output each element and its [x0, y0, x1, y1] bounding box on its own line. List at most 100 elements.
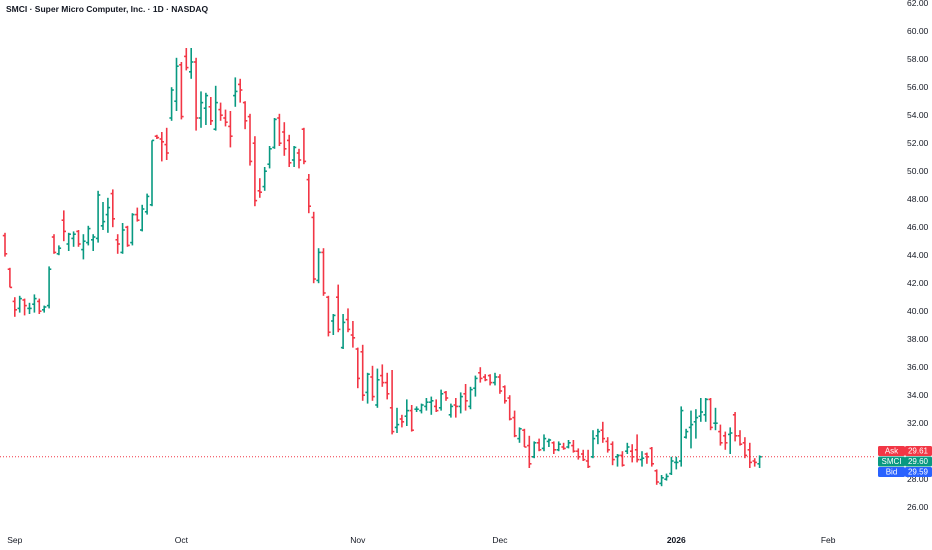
ohlc-bar [105, 197, 111, 233]
y-tick-label: 26.00 [907, 502, 929, 512]
y-tick-label: 54.00 [907, 110, 929, 120]
ohlc-bar [458, 392, 463, 414]
pill-value: 29.59 [908, 468, 929, 477]
ohlc-bar [399, 414, 405, 428]
ohlc-bar [233, 77, 238, 107]
price-labels: Ask 29.61 SMCI 29.60 Bid 29.59 [878, 446, 932, 477]
ohlc-bar [120, 223, 125, 254]
pill-value-bg [905, 446, 932, 456]
ohlc-bar [732, 412, 738, 442]
ohlc-bar [693, 409, 699, 439]
ohlc-bar [757, 455, 762, 468]
ohlc-bar [321, 248, 326, 296]
ohlc-bar [164, 127, 169, 160]
ohlc-bar [644, 452, 650, 464]
ohlc-bar [708, 398, 713, 431]
x-tick-label: Oct [175, 535, 189, 545]
price-axis[interactable]: 26.0028.0030.0032.0034.0036.0038.0040.00… [907, 0, 929, 512]
ohlc-bar [424, 398, 429, 411]
y-tick-label: 32.00 [907, 418, 929, 428]
y-tick-label: 48.00 [907, 194, 929, 204]
ohlc-bar [502, 385, 507, 404]
ohlc-bar [747, 442, 752, 468]
ohlc-bar [581, 449, 586, 461]
ohlc-bar [590, 430, 596, 459]
y-tick-label: 50.00 [907, 166, 929, 176]
ohlc-bar [380, 364, 385, 387]
ohlc-bar [287, 134, 292, 167]
ohlc-bar [571, 440, 576, 453]
ohlc-bar [385, 372, 390, 400]
ohlc-bar [184, 48, 189, 71]
chart-title: SMCI · Super Micro Computer, Inc. · 1D ·… [6, 4, 209, 14]
ohlc-bar [752, 458, 757, 467]
ohlc-bar [174, 57, 179, 111]
pill-value: 29.60 [908, 457, 929, 466]
ohlc-bar [532, 441, 537, 459]
ohlc-bar [179, 62, 184, 120]
ohlc-bar [189, 48, 194, 79]
x-tick-label: Nov [350, 535, 366, 545]
pill-name: SMCI [882, 457, 902, 466]
price-pill-ask: Ask 29.61 [878, 446, 932, 456]
ohlc-bar [688, 410, 694, 449]
ohlc-bar [615, 454, 620, 467]
ohlc-bar [674, 456, 679, 470]
ohlc-bar [218, 102, 223, 121]
y-tick-label: 44.00 [907, 250, 929, 260]
ohlc-bar [306, 174, 311, 214]
pill-value: 29.61 [908, 447, 929, 456]
ohlc-bar [434, 399, 439, 412]
ohlc-bar [193, 57, 199, 131]
y-tick-label: 58.00 [907, 54, 929, 64]
y-tick-label: 62.00 [907, 0, 929, 8]
ohlc-bar [683, 428, 689, 439]
ohlc-bar [198, 91, 204, 128]
pill-name-bg [878, 446, 905, 456]
ohlc-bar [556, 441, 561, 452]
ohlc-bar [649, 447, 654, 467]
ohlc-bar [375, 368, 380, 408]
ohlc-bar [135, 207, 140, 222]
ohlc-bar [360, 344, 365, 401]
ohlc-bar [634, 434, 640, 463]
ohlc-bar [742, 437, 748, 459]
ohlc-bar [492, 372, 498, 386]
ohlc-bar [438, 389, 444, 411]
ohlc-bar [463, 384, 468, 411]
ohlc-bar [355, 347, 360, 389]
ohlc-bar [497, 374, 503, 394]
y-tick-label: 36.00 [907, 362, 929, 372]
ohlc-bar [679, 406, 684, 467]
ohlc-bar [291, 146, 297, 167]
ohlc-bar [448, 403, 454, 418]
pill-name: Ask [885, 447, 899, 456]
time-axis[interactable]: Sep Oct Nov Dec 2026 Feb [7, 535, 836, 545]
y-tick-label: 34.00 [907, 390, 929, 400]
ohlc-bar [110, 189, 115, 228]
ohlc-bar [242, 101, 248, 130]
ohlc-bar [487, 374, 493, 386]
ohlc-bar [404, 399, 409, 426]
pill-name-bg [878, 467, 905, 477]
ohlc-bar [585, 449, 591, 468]
ohlc-bar [507, 395, 512, 421]
price-pill-bid: Bid 29.59 [878, 467, 932, 477]
ohlc-bar [27, 302, 32, 314]
ohlc-bar [51, 234, 57, 254]
ohlc-bar [154, 134, 160, 139]
ohlc-bar [409, 405, 414, 432]
ohlc-bar [713, 407, 718, 431]
ohlc-bar [625, 442, 630, 454]
ohlc-bar [32, 294, 37, 313]
ohlc-bar [561, 442, 566, 450]
ohlc-bar [483, 374, 488, 382]
ohlc-bar [536, 438, 542, 452]
ohlc-bar [512, 410, 517, 438]
y-tick-label: 56.00 [907, 82, 929, 92]
x-tick-label: Feb [821, 535, 836, 545]
ohlc-bar [654, 469, 659, 485]
y-tick-label: 40.00 [907, 306, 929, 316]
ohlc-bar [370, 365, 375, 401]
